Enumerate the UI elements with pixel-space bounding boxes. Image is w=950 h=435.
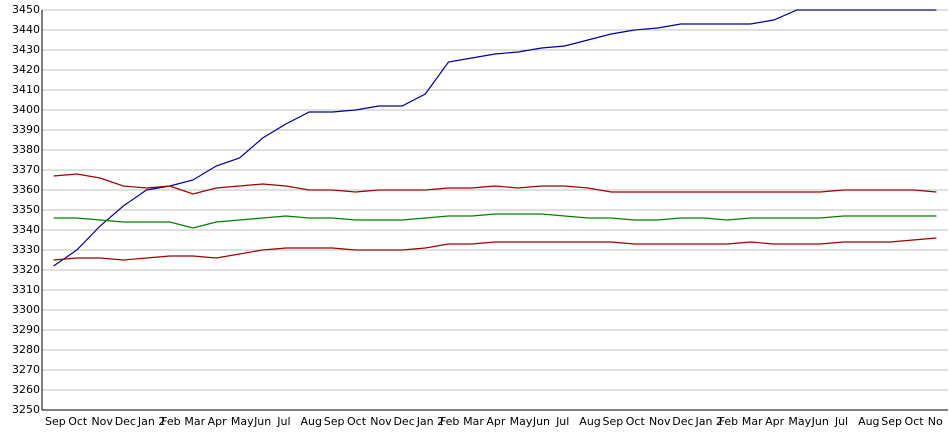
x-tick-label: May — [231, 415, 254, 428]
x-tick-label: Mar — [463, 415, 484, 428]
x-tick-label: Oct — [905, 415, 925, 428]
y-tick-label: 3300 — [12, 303, 40, 316]
series-line — [53, 173, 937, 195]
x-tick-label: Jan 2 — [137, 415, 165, 428]
y-tick-label: 3340 — [12, 223, 40, 236]
x-tick-label: Aug — [579, 415, 600, 428]
x-tick-label: Aug — [858, 415, 879, 428]
y-tick-label: 3380 — [12, 143, 40, 156]
x-tick-label: Sep — [324, 415, 345, 428]
x-tick-label: Dec — [393, 415, 414, 428]
y-tick-label: 3410 — [12, 83, 40, 96]
y-tick-label: 3330 — [12, 243, 40, 256]
x-tick-label: Jun — [253, 415, 271, 428]
x-tick-label: Oct — [68, 415, 88, 428]
x-tick-label: Jun — [532, 415, 550, 428]
x-tick-label: Apr — [486, 415, 506, 428]
y-tick-label: 3250 — [12, 403, 40, 416]
y-tick-label: 3350 — [12, 203, 40, 216]
y-tick-label: 3400 — [12, 103, 40, 116]
y-tick-label: 3270 — [12, 363, 40, 376]
x-tick-label: Nov — [649, 415, 671, 428]
y-tick-label: 3290 — [12, 323, 40, 336]
x-tick-label: Nov — [91, 415, 113, 428]
x-tick-label: Mar — [742, 415, 763, 428]
y-tick-label: 3310 — [12, 283, 40, 296]
series-line — [53, 237, 937, 261]
y-tick-label: 3260 — [12, 383, 40, 396]
x-tick-label: Apr — [765, 415, 785, 428]
x-tick-label: Apr — [208, 415, 228, 428]
series-line — [53, 9, 937, 267]
y-tick-label: 3370 — [12, 163, 40, 176]
y-tick-label: 3280 — [12, 343, 40, 356]
x-tick-label: Aug — [301, 415, 322, 428]
x-tick-label: Feb — [440, 415, 459, 428]
x-tick-label: Jul — [555, 415, 569, 428]
x-tick-label: Jan 2 — [416, 415, 444, 428]
y-tick-label: 3420 — [12, 63, 40, 76]
y-tick-label: 3320 — [12, 263, 40, 276]
x-tick-label: Jul — [276, 415, 290, 428]
x-tick-label: Jun — [811, 415, 829, 428]
x-tick-label: Sep — [603, 415, 624, 428]
x-tick-label: Dec — [672, 415, 693, 428]
x-tick-label: Feb — [161, 415, 180, 428]
x-tick-label: Oct — [626, 415, 646, 428]
x-tick-label: Jul — [834, 415, 848, 428]
y-tick-label: 3390 — [12, 123, 40, 136]
y-tick-label: 3360 — [12, 183, 40, 196]
y-tick-label: 3430 — [12, 43, 40, 56]
x-tick-label: Mar — [184, 415, 205, 428]
x-tick-label: Nov — [370, 415, 392, 428]
x-tick-label: Sep — [881, 415, 902, 428]
x-tick-label: Sep — [45, 415, 66, 428]
x-tick-label: No — [928, 415, 943, 428]
series-line — [53, 213, 937, 229]
x-tick-label: May — [510, 415, 533, 428]
x-tick-label: Dec — [115, 415, 136, 428]
x-tick-label: May — [788, 415, 811, 428]
x-tick-label: Oct — [347, 415, 367, 428]
y-tick-label: 3450 — [12, 3, 40, 16]
x-tick-label: Feb — [719, 415, 738, 428]
y-tick-label: 3440 — [12, 23, 40, 36]
x-tick-label: Jan 2 — [694, 415, 722, 428]
